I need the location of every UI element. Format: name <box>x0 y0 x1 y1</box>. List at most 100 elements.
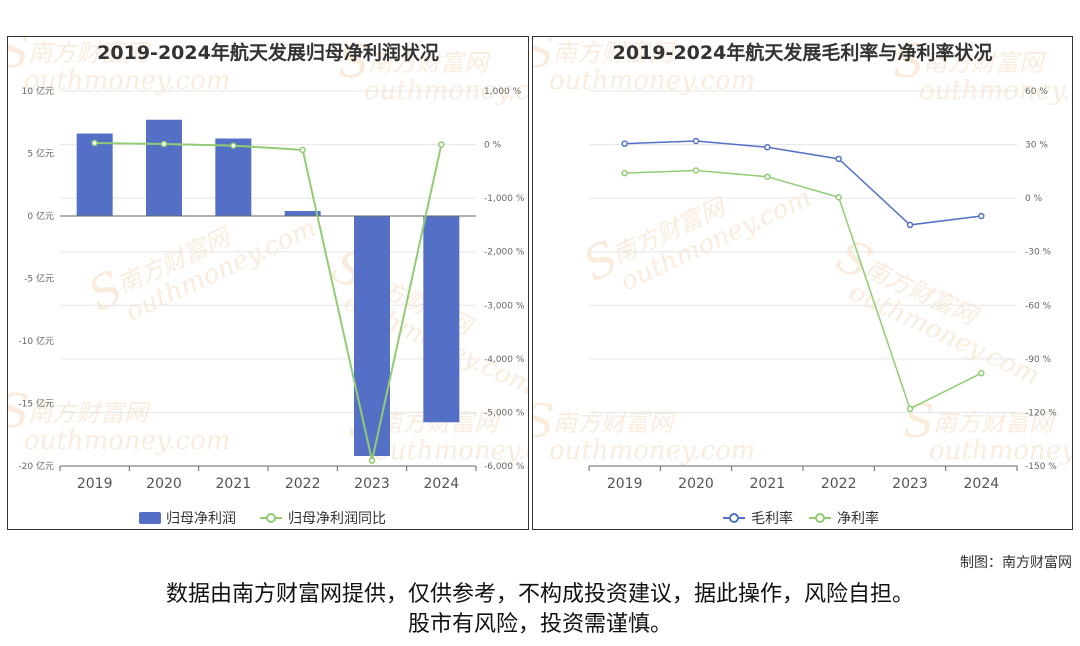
right-axis-tick: 0 % <box>484 141 502 151</box>
x-tick-label: 2023 <box>892 476 928 492</box>
legend-line-label: 归母净利润同比 <box>288 510 386 527</box>
point-gross-2019 <box>621 140 628 147</box>
watermark-logo: S <box>338 37 370 88</box>
left-axis-tick: -10 亿元 <box>18 335 54 347</box>
right-axis-tick: -1,000 % <box>484 194 525 204</box>
legend-bar-swatch <box>139 512 161 524</box>
bar-2019 <box>76 133 113 216</box>
point-yoy-2023 <box>368 457 376 464</box>
right-axis-tick: -6,000 % <box>484 462 525 472</box>
x-tick-label: 2024 <box>424 476 460 492</box>
right-chart-panel: S南方财富网outhmoney.comS南方财富网outhmoney.comS南… <box>532 36 1073 530</box>
legend-label-0: 毛利率 <box>751 510 793 527</box>
right-axis-tick: -120 % <box>1025 408 1057 418</box>
legend-label-1: 净利率 <box>837 510 879 527</box>
watermark-cn: 南方财富网 <box>933 409 1056 437</box>
legend-marker-0 <box>729 513 739 523</box>
disclaimer-line-2: 股市有风险，投资需谨慎。 <box>407 612 672 637</box>
watermark-logo: S <box>533 394 555 448</box>
chart-title: 2019-2024年航天发展毛利率与净利率状况 <box>613 41 993 64</box>
watermark-logo: S <box>893 37 925 88</box>
point-yoy-2020 <box>160 140 168 148</box>
bar-2023 <box>354 216 390 456</box>
right-axis-tick: -3,000 % <box>484 301 525 311</box>
watermark-en: outhmoney.com <box>374 436 528 466</box>
line-gross-margin <box>624 140 982 226</box>
watermark-cn: 南方财富网 <box>553 409 676 437</box>
watermark-en: outhmoney.com <box>24 426 230 456</box>
x-tick-label: 2022 <box>285 476 321 492</box>
right-axis-tick: -5,000 % <box>484 408 525 418</box>
point-net-2020 <box>692 167 700 174</box>
watermark-logo: S <box>8 384 30 438</box>
x-tick-label: 2022 <box>821 476 857 492</box>
left-axis-tick: 10 亿元 <box>22 85 54 97</box>
point-net-2022 <box>835 194 842 201</box>
point-net-2023 <box>906 405 914 413</box>
left-axis-tick: 0 亿元 <box>27 210 54 222</box>
left-axis-tick: -15 亿元 <box>18 398 54 410</box>
watermark-cn: 南方财富网 <box>923 49 1046 77</box>
bar-2020 <box>146 119 182 216</box>
x-tick-label: 2020 <box>678 476 714 492</box>
point-net-2021 <box>764 173 771 180</box>
margin-chart: S南方财富网outhmoney.comS南方财富网outhmoney.comS南… <box>533 37 1072 527</box>
point-yoy-2024 <box>438 141 445 148</box>
point-gross-2021 <box>764 144 771 151</box>
legend-marker-1 <box>815 513 825 523</box>
right-axis-tick: -90 % <box>1025 355 1052 365</box>
x-tick-label: 2020 <box>146 476 182 492</box>
legend-line-marker <box>266 513 276 523</box>
right-axis-tick: -150 % <box>1025 462 1057 472</box>
point-net-2024 <box>978 369 985 377</box>
right-axis-tick: -30 % <box>1025 248 1052 258</box>
point-yoy-2019 <box>91 139 98 147</box>
net-profit-chart: S南方财富网outhmoney.comS南方财富网outhmoney.comS南… <box>8 37 528 527</box>
point-gross-2022 <box>835 155 842 163</box>
point-gross-2024 <box>978 212 985 220</box>
x-tick-label: 2021 <box>216 476 252 492</box>
watermark-cn: 南方财富网 <box>368 49 491 77</box>
left-axis-tick: -20 亿元 <box>18 460 54 472</box>
chart-credit: 制图：南方财富网 <box>960 555 1072 571</box>
disclaimer-line-1: 数据由南方财富网提供，仅供参考，不构成投资建议，据此操作，风险自担。 <box>165 582 914 607</box>
left-axis-tick: -5 亿元 <box>24 273 54 285</box>
x-tick-label: 2024 <box>964 476 1000 492</box>
right-axis-tick: -4,000 % <box>484 355 525 365</box>
line-yoy-growth <box>94 141 443 461</box>
point-yoy-2021 <box>230 142 237 149</box>
x-tick-label: 2019 <box>77 476 113 492</box>
watermark-logo: S <box>533 37 555 78</box>
bar-2024 <box>423 216 460 423</box>
watermark-logo: S <box>8 37 30 78</box>
right-axis-tick: 0 % <box>1025 194 1043 204</box>
bar-2021 <box>215 138 252 216</box>
right-axis-tick: 60 % <box>1025 87 1048 97</box>
right-axis-tick: 30 % <box>1025 141 1048 151</box>
legend-bar-label: 归母净利润 <box>166 510 236 527</box>
watermark-cn: 南方财富网 <box>28 399 151 427</box>
watermark-cn: 南方财富网 <box>553 39 676 67</box>
bar-2022 <box>284 211 321 216</box>
point-net-2019 <box>621 169 628 177</box>
right-axis-tick: 1,000 % <box>484 87 522 97</box>
x-tick-label: 2021 <box>750 476 786 492</box>
point-yoy-2022 <box>299 146 306 154</box>
point-gross-2020 <box>692 137 700 145</box>
x-tick-label: 2019 <box>607 476 643 492</box>
watermark-en: outhmoney.com <box>929 436 1072 466</box>
disclaimer: 数据由南方财富网提供，仅供参考，不构成投资建议，据此操作，风险自担。 股市有风险… <box>0 580 1080 640</box>
watermark-en: outhmoney.com <box>549 436 755 466</box>
line-net-margin <box>624 169 982 410</box>
x-tick-label: 2023 <box>354 476 390 492</box>
right-axis-tick: -2,000 % <box>484 248 525 258</box>
left-axis-tick: 5 亿元 <box>27 148 54 160</box>
point-gross-2023 <box>906 221 914 229</box>
